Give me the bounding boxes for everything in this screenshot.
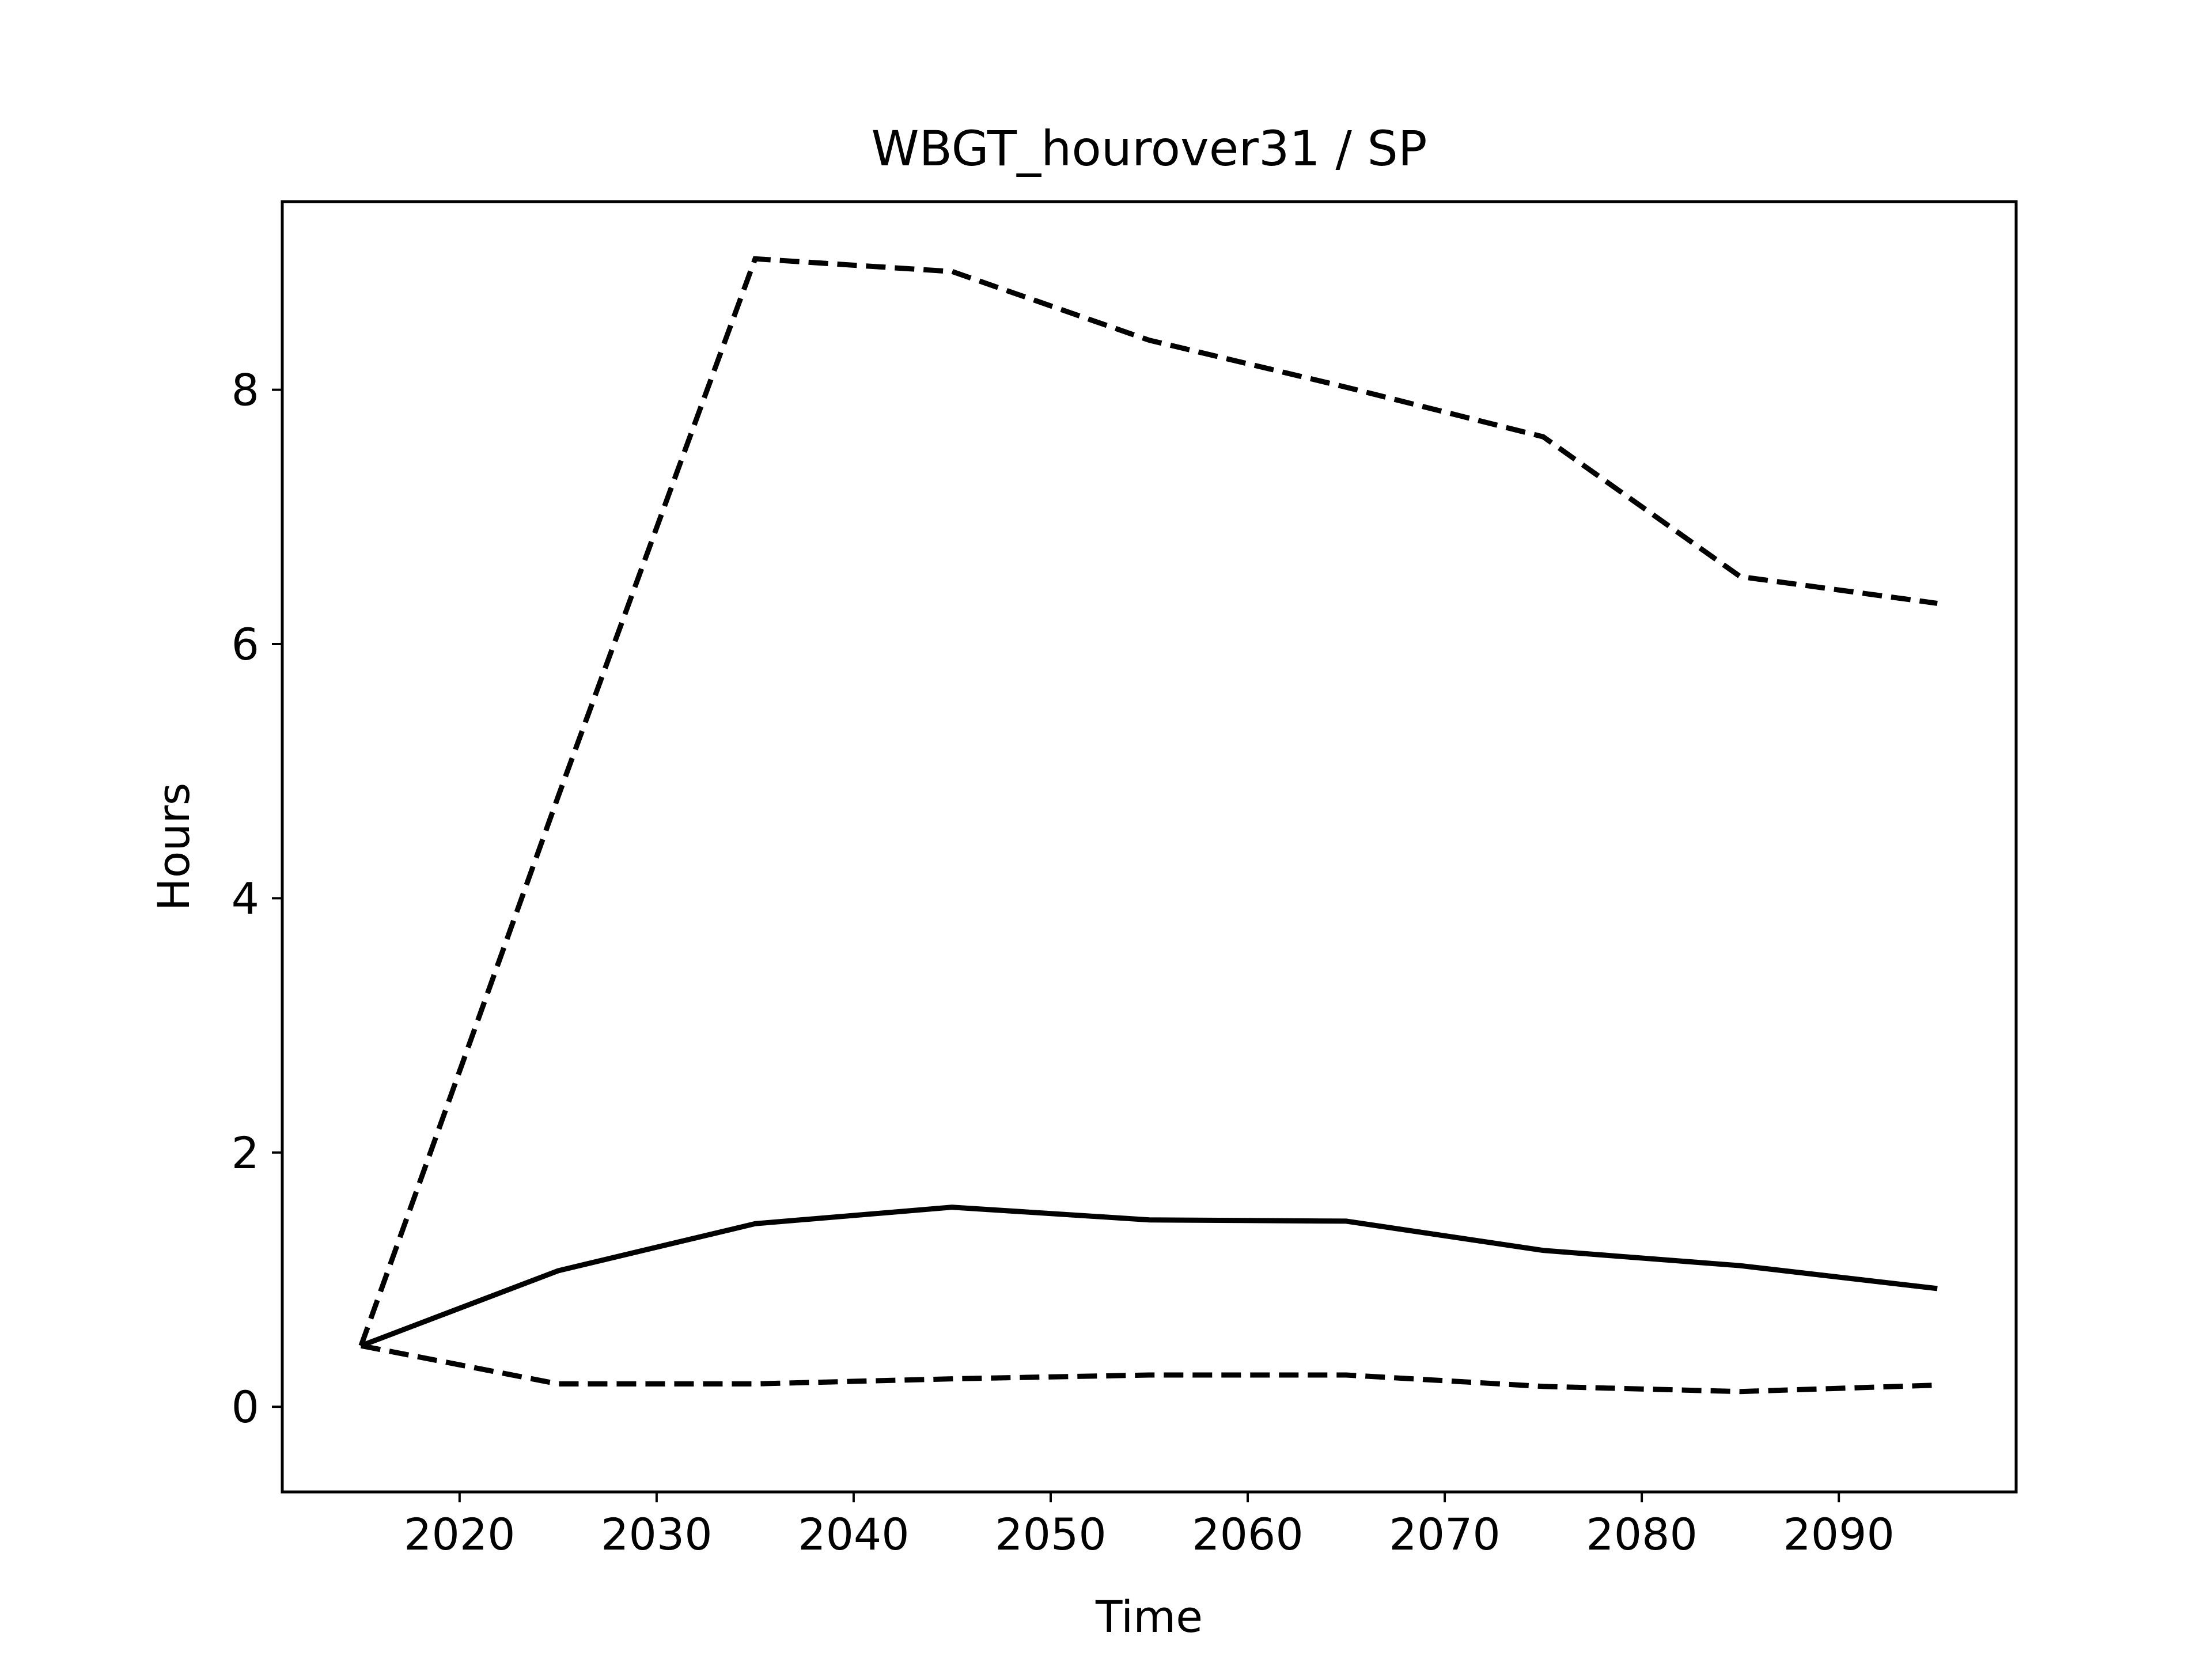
x-tick-label: 2030 xyxy=(601,1509,712,1560)
dashed-series-line-2 xyxy=(360,1343,1938,1395)
x-axis-label: Time xyxy=(1095,1591,1203,1642)
y-axis-label: Hours xyxy=(148,783,199,911)
x-tick-label: 2020 xyxy=(404,1509,515,1560)
x-tick-label: 2090 xyxy=(1783,1509,1894,1560)
chart-title: WBGT_hourover31 / SP xyxy=(871,120,1427,177)
y-tick-label: 8 xyxy=(232,365,259,416)
x-tick-label: 2040 xyxy=(798,1509,909,1560)
dashed-series-line-1 xyxy=(358,256,1938,1347)
y-tick-label: 4 xyxy=(232,873,259,924)
y-tick-label: 6 xyxy=(232,619,259,670)
plot-frame xyxy=(281,200,2018,1494)
x-tick-label: 2060 xyxy=(1192,1509,1303,1560)
solid-series-line-0 xyxy=(360,1205,1938,1349)
x-tick-label: 2080 xyxy=(1586,1509,1697,1560)
x-tick-label: 2070 xyxy=(1389,1509,1500,1560)
y-tick-label: 2 xyxy=(232,1127,259,1179)
y-tick-label: 0 xyxy=(232,1381,259,1433)
series-layer xyxy=(358,256,1938,1395)
axis-layer: 2020 2030 2040 2050 2060 2070 2080 2090 0 2 4 6 8 xyxy=(232,365,1895,1560)
x-tick-label: 2050 xyxy=(995,1509,1106,1560)
